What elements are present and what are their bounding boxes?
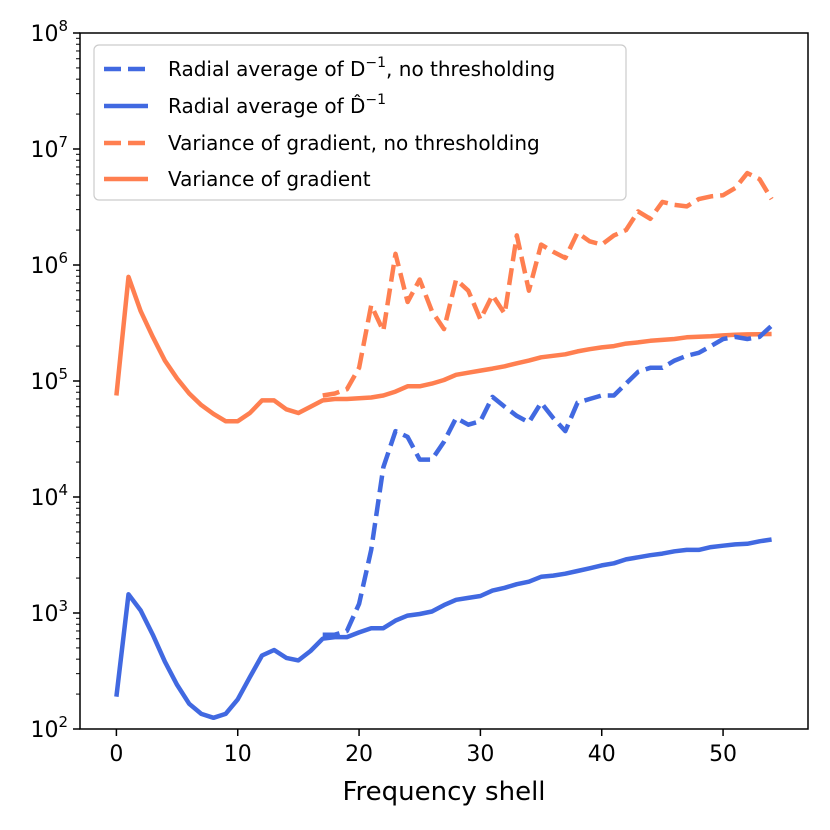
y-tick-label: 108 <box>30 17 68 47</box>
y-tick-base: 10 <box>30 602 58 627</box>
x-tick-label: 20 <box>345 742 373 767</box>
legend-text-main: Variance of gradient <box>168 167 371 191</box>
legend-superscript: −1 <box>365 55 386 71</box>
y-tick-exponent: 5 <box>58 365 68 383</box>
series-line-4 <box>114 274 772 424</box>
series-line-2 <box>114 537 772 721</box>
y-tick-exponent: 6 <box>58 249 68 267</box>
y-tick-label: 107 <box>30 133 68 163</box>
y-tick-label: 106 <box>30 249 68 279</box>
series-line-1 <box>322 324 774 637</box>
series-layer <box>114 170 774 721</box>
legend-text-tail: , no thresholding <box>386 57 555 81</box>
x-tick-label: 10 <box>224 742 252 767</box>
y-tick-exponent: 8 <box>58 17 68 35</box>
legend-text-main: Radial average of D̂ <box>168 94 365 118</box>
y-tick-label: 103 <box>30 597 68 627</box>
legend-label-2: Radial average of D̂−1 <box>168 92 386 118</box>
y-tick-base: 10 <box>30 138 58 163</box>
y-tick-exponent: 4 <box>58 481 68 499</box>
y-tick-exponent: 3 <box>58 597 68 615</box>
y-tick-label: 105 <box>30 365 68 395</box>
y-tick-exponent: 2 <box>58 713 68 731</box>
series-line-3 <box>322 170 774 398</box>
x-tick-label: 40 <box>588 742 616 767</box>
y-tick-base: 10 <box>30 22 58 47</box>
legend-label-4: Variance of gradient <box>168 167 371 191</box>
legend: Radial average of D−1, no thresholdingRa… <box>93 44 627 201</box>
legend-label-1: Radial average of D−1, no thresholding <box>168 55 555 81</box>
y-tick-base: 10 <box>30 254 58 279</box>
x-tick-label: 0 <box>109 742 123 767</box>
legend-label-3: Variance of gradient, no thresholding <box>168 131 540 155</box>
y-tick-base: 10 <box>30 718 58 743</box>
legend-box <box>93 44 627 201</box>
legend-text-main: Radial average of D <box>168 57 365 81</box>
legend-text-main: Variance of gradient, no thresholding <box>168 131 540 155</box>
y-tick-label: 102 <box>30 713 68 743</box>
legend-superscript: −1 <box>365 92 386 108</box>
y-tick-exponent: 7 <box>58 133 68 151</box>
x-axis: 0 10 20 30 40 50 <box>109 729 737 767</box>
y-tick-label: 104 <box>30 481 68 511</box>
x-axis-label: Frequency shell <box>342 777 545 807</box>
x-tick-label: 30 <box>466 742 494 767</box>
y-tick-base: 10 <box>30 370 58 395</box>
y-tick-base: 10 <box>30 486 58 511</box>
x-tick-label: 50 <box>709 742 737 767</box>
